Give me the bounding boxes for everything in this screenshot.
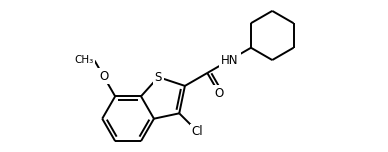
Text: HN: HN bbox=[221, 54, 239, 67]
Text: CH₃: CH₃ bbox=[74, 55, 94, 66]
Text: S: S bbox=[155, 71, 162, 84]
Text: O: O bbox=[99, 70, 108, 83]
Text: O: O bbox=[214, 87, 223, 100]
Text: Cl: Cl bbox=[192, 125, 203, 138]
